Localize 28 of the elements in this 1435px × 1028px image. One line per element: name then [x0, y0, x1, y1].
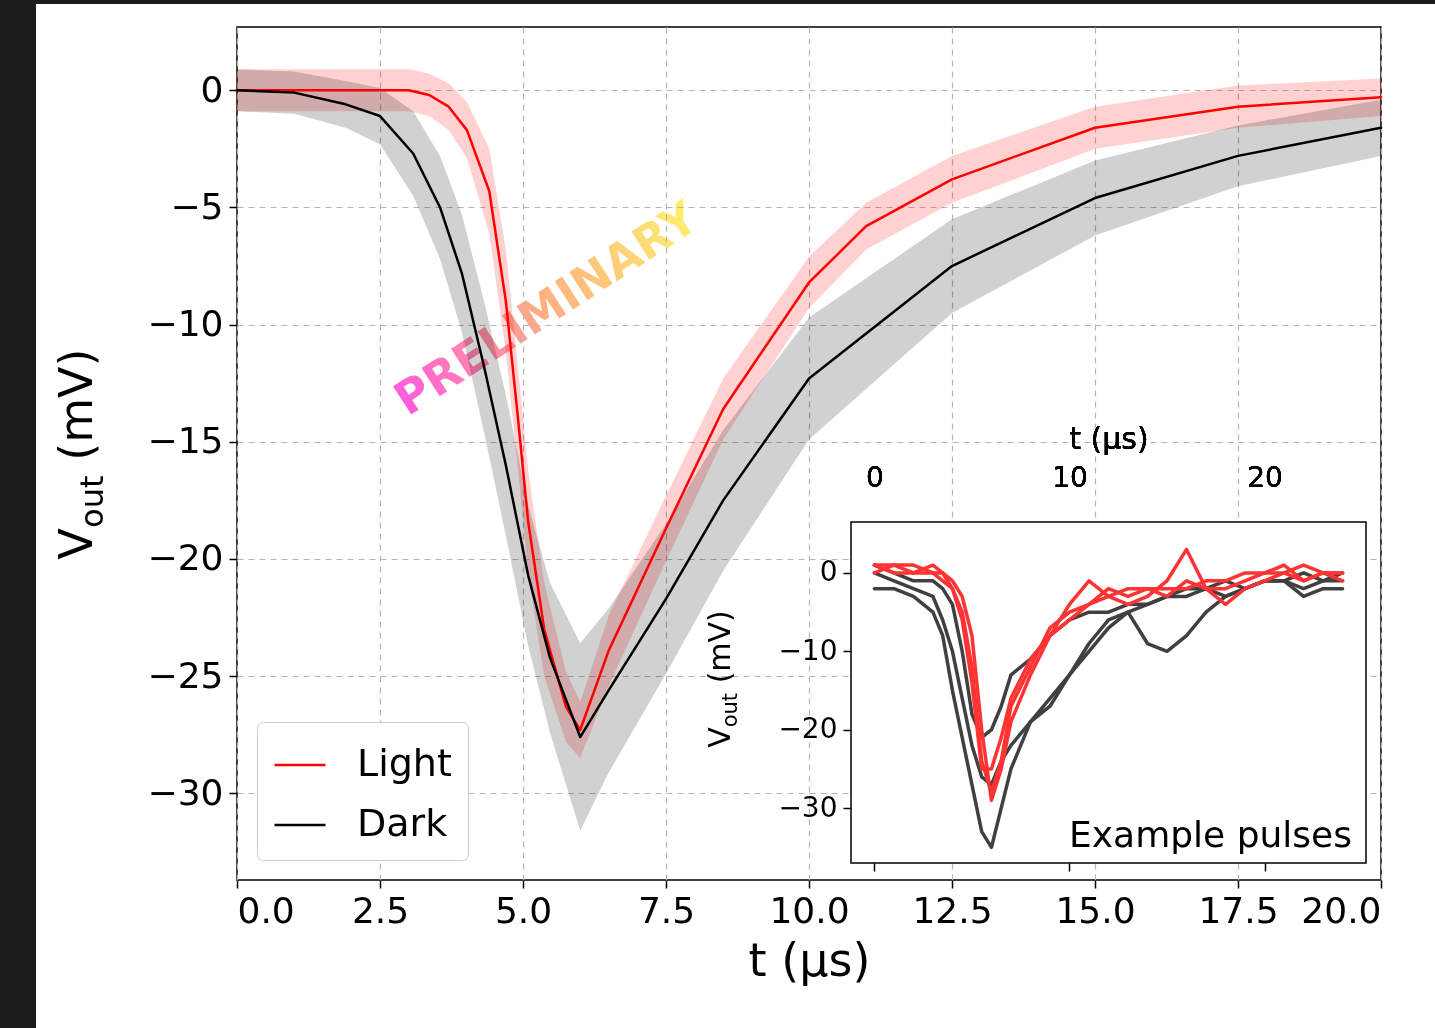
legend-label: Light [357, 741, 452, 785]
legend-label: Dark [357, 801, 448, 845]
y-tick-label: −10 [778, 633, 838, 667]
x-tick-label: 0.0 [237, 889, 295, 931]
y-tick-label: −15 [147, 420, 224, 462]
x-axis-title: t (μs) [748, 932, 871, 987]
y-tick-label: −30 [778, 790, 838, 824]
x-tick-label: 10.0 [769, 889, 850, 931]
y-tick-label: −5 [170, 185, 224, 227]
x-axis-title: t (μs) [1069, 420, 1149, 456]
x-tick-label: 20 [1247, 460, 1283, 494]
x-tick-label: 17.5 [1198, 889, 1279, 931]
y-tick-label: −10 [147, 303, 224, 345]
y-tick-label: 0 [200, 68, 224, 110]
y-tick-label: −20 [147, 537, 224, 579]
x-tick-label: 7.5 [637, 889, 696, 931]
x-tick-label: 10 [1052, 460, 1088, 494]
x-tick-label: 0 [866, 460, 884, 494]
x-tick-label: 20.0 [1301, 889, 1382, 931]
annotation: Example pulses [1069, 813, 1352, 857]
y-tick-label: 0 [819, 555, 838, 589]
x-tick-label: 12.5 [912, 889, 993, 931]
y-tick-label: −30 [147, 771, 224, 813]
x-tick-label: 2.5 [351, 889, 410, 931]
y-tick-label: −25 [147, 654, 224, 696]
x-tick-label: 15.0 [1055, 889, 1136, 931]
x-tick-label: 5.0 [494, 889, 553, 931]
y-tick-label: −20 [778, 712, 838, 746]
